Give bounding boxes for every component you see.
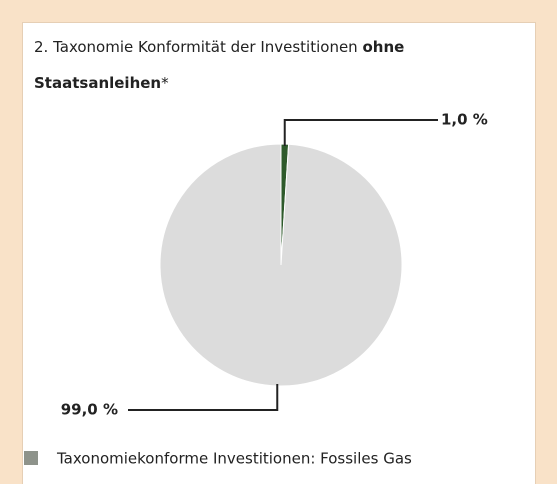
- legend-label: Taxonomiekonforme Investitionen: Fossile…: [56, 450, 412, 468]
- data-label: 99,0 %: [61, 401, 118, 419]
- title-part: 2. Taxonomie Konformität der Investition…: [34, 38, 362, 56]
- title-part: *: [161, 74, 169, 92]
- chart-title: 2. Taxonomie Konformität der Investition…: [34, 38, 404, 56]
- leader-line: [283, 119, 438, 147]
- data-label: 1,0 %: [441, 111, 488, 129]
- title-part: ohne: [362, 38, 404, 56]
- leader-line: [128, 383, 279, 411]
- chart-title: Staatsanleihen*: [34, 74, 169, 92]
- legend-swatch: [24, 451, 38, 465]
- pie-slice: [159, 143, 403, 387]
- title-part: Staatsanleihen: [34, 74, 161, 92]
